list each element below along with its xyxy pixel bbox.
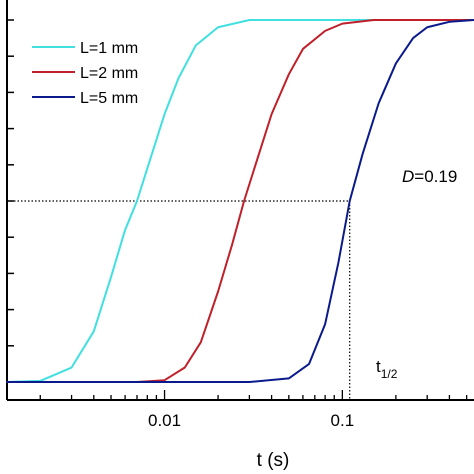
legend-label-l2: L=2 mm <box>80 65 138 82</box>
x-tick-labels: 0.01 0.1 <box>148 411 354 430</box>
x-tick-label-2: 0.1 <box>331 411 355 430</box>
diffusion-annotation: D=0.19 <box>402 167 457 186</box>
legend-label-l1: L=1 mm <box>80 40 138 57</box>
diffusion-value: =0.19 <box>414 167 457 186</box>
series-line-3 <box>6 19 474 383</box>
diffusion-symbol: D <box>402 167 414 186</box>
series-line-1 <box>6 19 474 383</box>
x-axis-ticks <box>39 390 468 400</box>
t-half-sub: 1/2 <box>381 367 398 381</box>
legend-label-l5: L=5 mm <box>80 90 138 107</box>
series-layer <box>6 19 474 383</box>
series-line-2 <box>6 19 474 383</box>
t-half-base: t <box>376 357 381 376</box>
x-tick-label-1: 0.01 <box>148 411 181 430</box>
legend: L=1 mm L=2 mm L=5 mm <box>32 40 138 107</box>
x-axis-title: t (s) <box>257 450 290 471</box>
t-half-label: t1/2 <box>376 357 398 381</box>
y-axis-ticks <box>7 19 14 347</box>
